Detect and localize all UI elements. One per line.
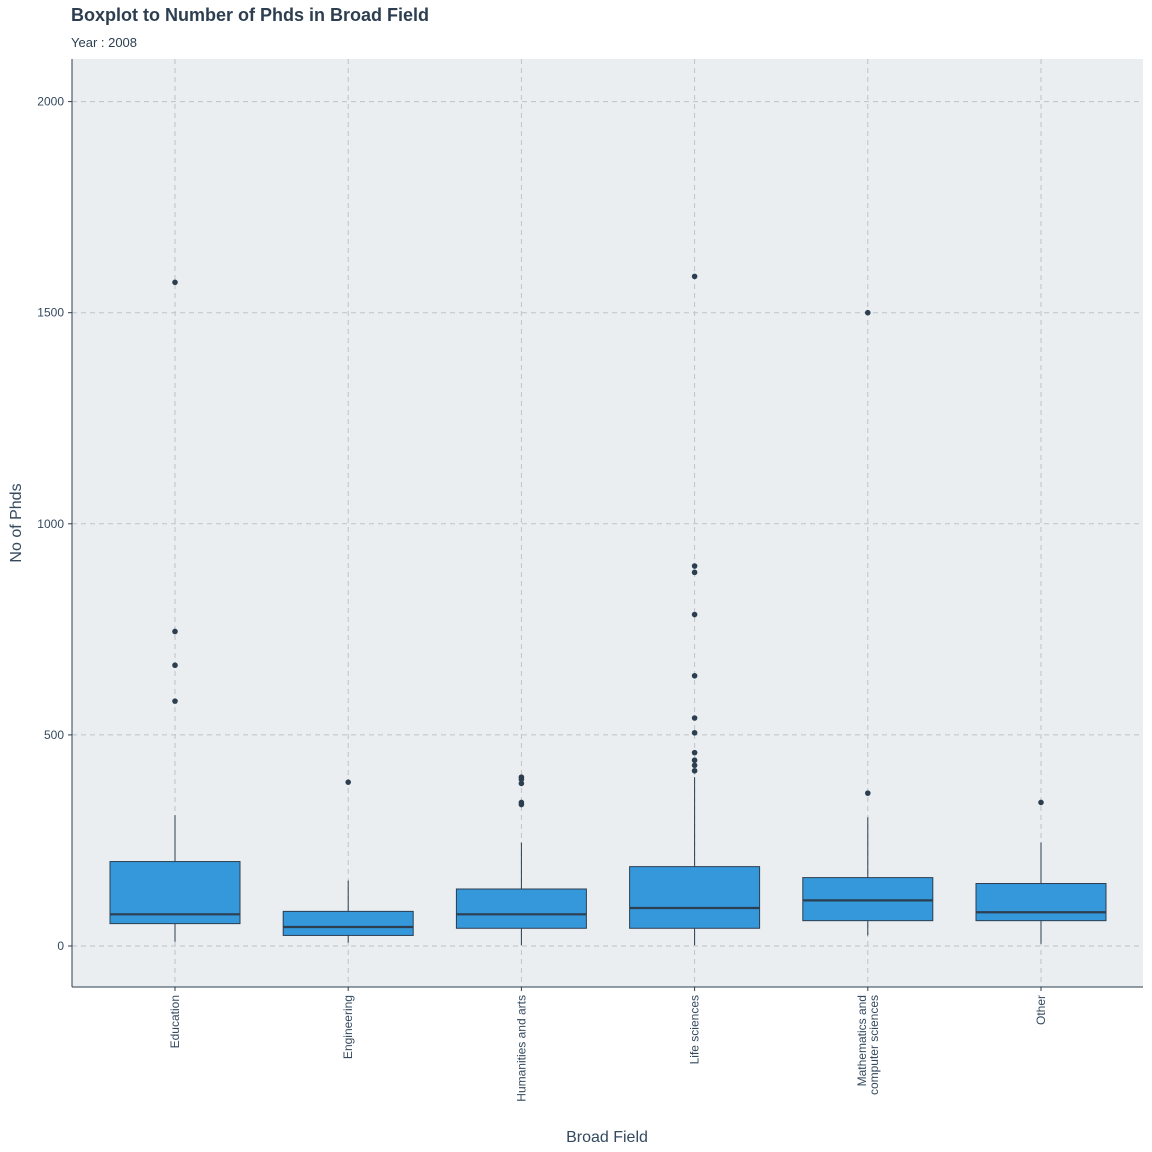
box-body xyxy=(629,866,761,929)
y-tick-label: 0 xyxy=(57,939,64,953)
outlier-point xyxy=(865,309,871,316)
outlier-point xyxy=(691,757,698,764)
y-tick-label: 2000 xyxy=(37,95,64,109)
outlier-point xyxy=(691,729,698,736)
box-body xyxy=(975,883,1107,922)
x-tick-label: Humanities and arts xyxy=(514,995,528,1102)
outlier-point xyxy=(518,801,525,808)
y-tick-label: 500 xyxy=(44,728,64,742)
outlier-point xyxy=(691,273,698,280)
x-axis-title: Broad Field xyxy=(566,1129,648,1146)
outlier-point xyxy=(172,698,178,704)
box-4 xyxy=(629,273,761,946)
outlier-point xyxy=(865,790,871,796)
y-axis-title: No of Phds xyxy=(8,483,25,562)
outlier-point xyxy=(691,563,698,569)
x-tick-label-line: Mathematics and xyxy=(855,995,869,1086)
box-body xyxy=(455,888,587,929)
x-tick-label-line: Humanities and arts xyxy=(514,995,528,1102)
box-6 xyxy=(975,799,1107,944)
x-tick-label: Mathematics andcomputer sciences xyxy=(855,995,881,1095)
outlier-point xyxy=(345,779,352,785)
box-1 xyxy=(109,279,241,942)
outlier-point xyxy=(172,279,178,286)
box-5 xyxy=(802,309,934,936)
outlier-point xyxy=(691,611,698,618)
outlier-point xyxy=(691,749,698,756)
outlier-point xyxy=(1038,799,1044,806)
outlier-point xyxy=(691,715,698,721)
x-tick-label-line: Other xyxy=(1034,995,1048,1025)
y-tick-label: 1000 xyxy=(37,517,64,531)
chart-subtitle: Year : 2008 xyxy=(71,35,138,50)
chart-title: Boxplot to Number of Phds in Broad Field xyxy=(71,5,429,25)
outlier-point xyxy=(691,569,698,576)
x-tick-label-line: Engineering xyxy=(341,995,355,1059)
box-body xyxy=(282,910,414,936)
outlier-point xyxy=(691,672,698,679)
x-tick-label-line: Life sciences xyxy=(688,995,702,1064)
x-tick-label-line: Education xyxy=(168,995,182,1048)
x-tick-label: Engineering xyxy=(341,995,355,1059)
box-2 xyxy=(282,779,414,943)
outlier-point xyxy=(518,776,525,783)
outlier-point xyxy=(691,767,698,774)
x-tick-label: Other xyxy=(1034,995,1048,1025)
outlier-point xyxy=(518,780,525,787)
outlier-point xyxy=(172,628,178,635)
axes: 0 500 1000 1500 2000 Education Engineering Huma… xyxy=(37,59,1143,1102)
outlier-point xyxy=(691,762,698,769)
grid-lines xyxy=(72,59,1143,987)
outlier-point xyxy=(172,662,178,669)
x-tick-label-line: computer sciences xyxy=(867,995,881,1095)
box-body xyxy=(802,877,934,922)
box-3 xyxy=(455,774,587,946)
y-tick-label: 1500 xyxy=(37,306,64,320)
x-tick-label: Education xyxy=(168,995,182,1048)
box-series xyxy=(109,273,1107,946)
plot-panel xyxy=(72,59,1143,987)
x-tick-label: Life sciences xyxy=(688,995,702,1064)
